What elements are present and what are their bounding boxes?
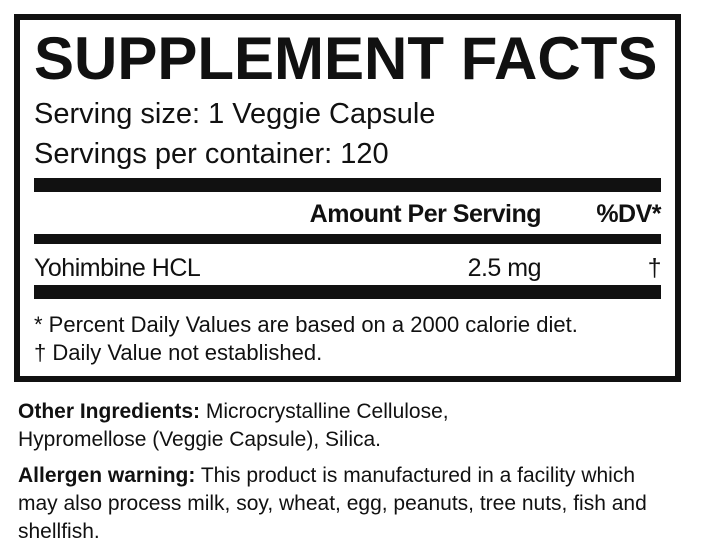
- ingredient-name: Yohimbine HCL: [34, 254, 201, 282]
- other-ingredients: Other Ingredients: Microcrystalline Cell…: [18, 398, 578, 454]
- header-amount: Amount Per Serving: [309, 200, 542, 228]
- footnote-dagger: † Daily Value not established.: [34, 340, 323, 365]
- allergen-label: Allergen warning:: [18, 464, 196, 487]
- ingredient-amount: 2.5 mg: [467, 254, 542, 282]
- header-dv: %DV*: [596, 200, 661, 228]
- supplement-facts-panel: SUPPLEMENT FACTS Serving size: 1 Veggie …: [14, 14, 681, 382]
- ingredient-dv: †: [647, 254, 662, 282]
- divider-thick: [34, 285, 661, 299]
- serving-size: Serving size: 1 Veggie Capsule: [34, 98, 436, 130]
- other-ingredients-text: Microcrystalline Cellulose, Hypromellose…: [18, 400, 449, 451]
- footnote-dv: * Percent Daily Values are based on a 20…: [34, 312, 578, 337]
- other-ingredients-label: Other Ingredients:: [18, 400, 201, 423]
- allergen-warning: Allergen warning: This product is manufa…: [18, 462, 648, 546]
- divider-thick: [34, 178, 661, 192]
- servings-per-container: Servings per container: 120: [34, 138, 389, 170]
- divider-medium: [34, 234, 661, 244]
- allergen-text: This product is manufactured in a facili…: [18, 464, 647, 543]
- panel-title: SUPPLEMENT FACTS: [34, 25, 658, 92]
